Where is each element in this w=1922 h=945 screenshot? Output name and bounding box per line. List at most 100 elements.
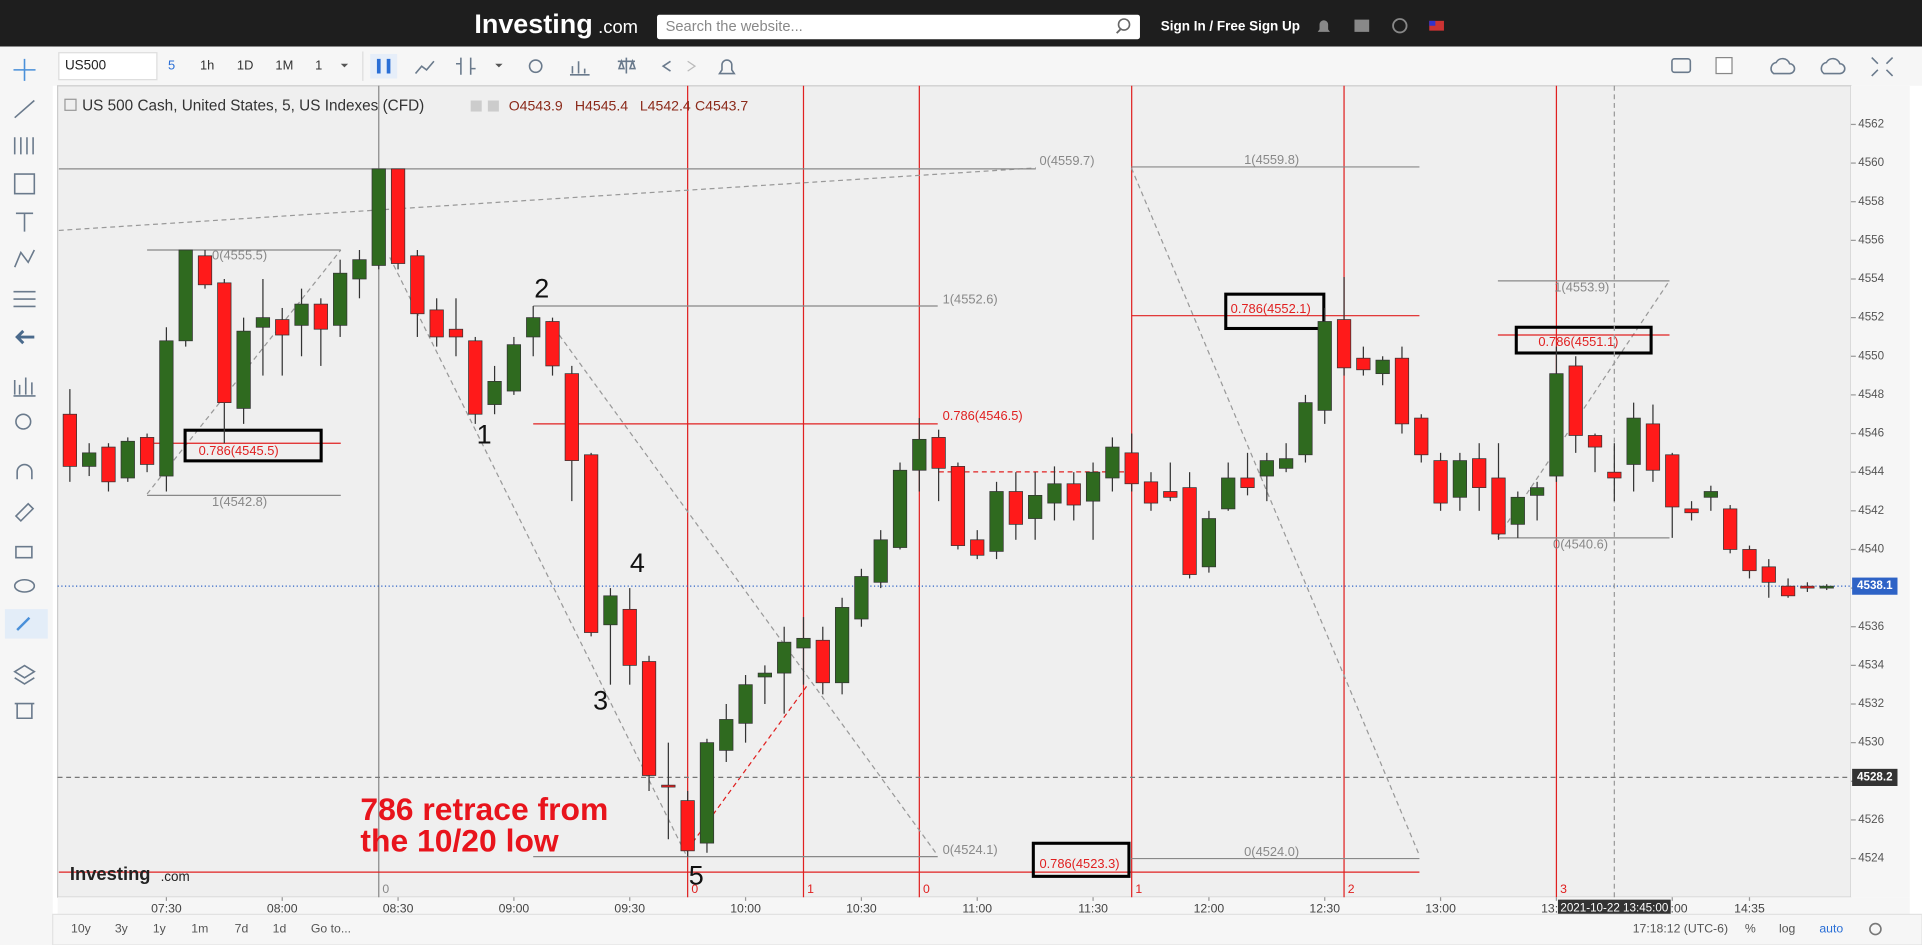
hide-tool[interactable] (13, 578, 36, 593)
logo[interactable]: Investing (474, 9, 592, 39)
search-box[interactable] (657, 14, 1140, 40)
dropdown-icon[interactable] (340, 63, 349, 68)
candle-body (1414, 417, 1429, 456)
interval-button[interactable]: 5 (168, 58, 175, 73)
line-icon[interactable] (414, 60, 435, 75)
fullscreen-icon[interactable] (1871, 57, 1894, 77)
candle-body (1394, 357, 1410, 425)
settings-icon[interactable] (1869, 922, 1882, 936)
cloud-save-icon[interactable] (1820, 57, 1846, 75)
range-button[interactable]: 1d (273, 921, 287, 935)
candle-body (912, 438, 927, 471)
prediction-tool[interactable] (13, 290, 36, 308)
candle-body (699, 742, 715, 844)
layers-tool[interactable] (13, 664, 36, 685)
text-tool[interactable] (15, 212, 34, 232)
scale-option[interactable]: log (1779, 921, 1796, 935)
bars-icon[interactable] (455, 57, 476, 75)
interval-button[interactable]: 1h (200, 58, 214, 73)
range-button[interactable]: 10y (71, 921, 92, 935)
watermark-suffix: .com (161, 869, 190, 884)
undo-icon[interactable] (661, 60, 671, 72)
alert-icon[interactable] (718, 59, 736, 75)
candle-body (1066, 483, 1081, 506)
y-tick-label: 4558 (1858, 195, 1884, 208)
pattern-tool[interactable] (13, 249, 36, 268)
candle-body (371, 168, 386, 266)
delete-tool[interactable] (14, 702, 35, 720)
candle-body (275, 319, 290, 336)
chart-type-button[interactable] (370, 53, 398, 79)
interval-button[interactable]: 1D (237, 58, 253, 73)
time-zone-label: 0 (382, 882, 389, 896)
indicators-icon[interactable] (569, 61, 590, 76)
redo-icon[interactable] (687, 60, 697, 72)
candle-body (1336, 319, 1352, 369)
dropdown-icon[interactable] (495, 63, 503, 68)
price-axis (1850, 85, 1910, 898)
lock-drawing-tool[interactable] (14, 502, 35, 523)
search-icon[interactable] (1117, 18, 1131, 31)
measure-tool[interactable] (13, 377, 36, 397)
flag-icon (1429, 20, 1436, 26)
lock-tool[interactable] (15, 545, 33, 559)
crosshair-tool[interactable] (13, 58, 36, 81)
logo-suffix[interactable]: .com (598, 16, 638, 37)
portfolio-icon[interactable] (1354, 19, 1370, 32)
bell-icon[interactable] (1317, 20, 1330, 32)
zoom-tool[interactable] (15, 413, 32, 430)
scale-option[interactable]: auto (1819, 921, 1843, 935)
candle-body (352, 259, 367, 280)
y-tick-label: 4536 (1858, 620, 1884, 633)
candle-body (603, 595, 618, 626)
range-button[interactable]: 3y (115, 921, 129, 935)
trend-line (1130, 167, 1421, 856)
y-tick-label: 4530 (1858, 736, 1884, 749)
legend-icon[interactable] (470, 100, 482, 112)
range-button[interactable]: 1y (153, 921, 167, 935)
fib-label: 1(4552.6) (943, 291, 998, 306)
link-tool[interactable] (16, 616, 31, 631)
ohlc-open: O4543.9 (509, 97, 563, 113)
candle-body (1124, 452, 1139, 485)
interval-button[interactable]: 1M (275, 58, 293, 73)
x-tick-label: 13:00 (1425, 902, 1456, 916)
compare-icon[interactable] (617, 57, 637, 74)
symbol: US500 (65, 58, 106, 73)
candle-body (1703, 491, 1718, 498)
sign-in[interactable]: Sign In / Free Sign Up (1161, 19, 1300, 34)
scale-option[interactable]: % (1745, 921, 1756, 935)
legend-icon[interactable] (487, 100, 499, 112)
collapse-icon[interactable] (64, 98, 77, 111)
layout-icon[interactable] (1715, 56, 1733, 75)
range-button[interactable]: 1m (191, 921, 208, 935)
instrument-name: US 500 Cash, United States, 5, US Indexe… (82, 98, 424, 115)
flag-icon[interactable] (1429, 20, 1444, 31)
camera-icon[interactable] (1671, 58, 1692, 74)
shape-tool[interactable] (13, 173, 36, 195)
fib-tool[interactable] (13, 137, 34, 155)
candle-body (1684, 508, 1699, 514)
y-tick-label: 4534 (1858, 658, 1884, 671)
trendline-tool[interactable] (14, 99, 35, 119)
chart: 4524452645284530453245344536453845404542… (57, 85, 1898, 917)
candle-body (564, 373, 579, 461)
symbol-input[interactable] (58, 52, 158, 81)
cloud-load-icon[interactable] (1770, 57, 1796, 75)
back-tool[interactable] (15, 329, 35, 345)
range-button[interactable]: Go to... (311, 921, 351, 935)
candle-body (1163, 491, 1178, 498)
fib-label: 1(4542.8) (212, 494, 267, 509)
y-tick-label: 4560 (1858, 156, 1884, 169)
magnet-tool[interactable] (16, 463, 33, 480)
range-button[interactable]: 7d (235, 921, 249, 935)
candle-body (62, 413, 77, 467)
y-tick-label: 4556 (1858, 233, 1884, 246)
candle-body (1472, 458, 1487, 489)
candle-body (777, 641, 792, 674)
time-zone-label: 1 (1135, 882, 1142, 896)
settings-icon[interactable] (528, 59, 543, 74)
interval-button[interactable]: 1 (315, 58, 322, 73)
clock-icon[interactable] (1392, 18, 1408, 34)
